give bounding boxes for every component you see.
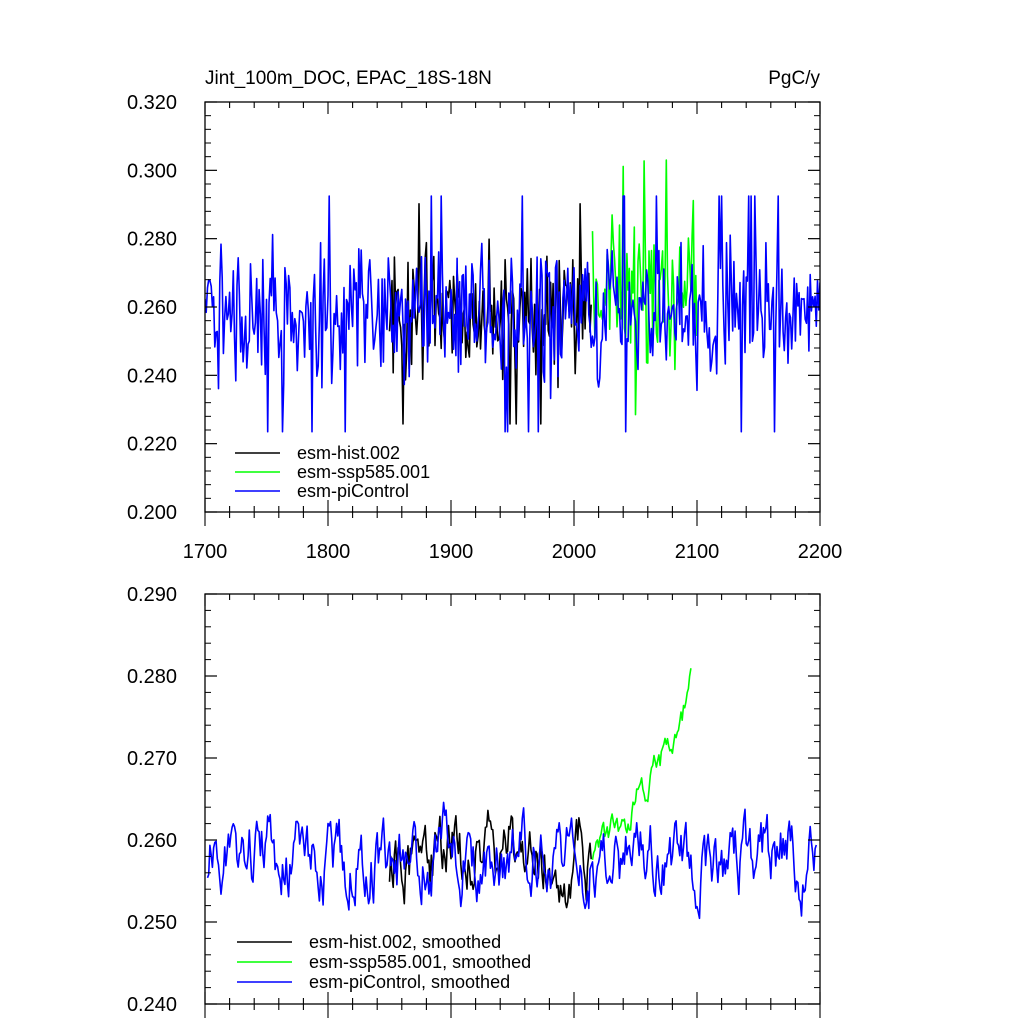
y-tick-label: 0.270 [127, 748, 177, 770]
x-tick-label: 1700 [183, 541, 228, 563]
top-chart-units: PgC/y [768, 68, 820, 89]
series-line-esm-ssp585-001 [591, 159, 698, 416]
x-tick-label: 2000 [552, 541, 597, 563]
legend-label: esm-hist.002 [297, 443, 400, 463]
x-tick-label: 2100 [675, 541, 720, 563]
legend-label: esm-piControl, smoothed [309, 972, 510, 992]
y-tick-label: 0.320 [127, 92, 177, 114]
top-panel: Jint_100m_DOC, EPAC_18S-18N PgC/y 0.2000… [127, 68, 842, 563]
legend-label: esm-ssp585.001, smoothed [309, 952, 531, 972]
y-tick-label: 0.240 [127, 365, 177, 387]
y-tick-label: 0.280 [127, 229, 177, 251]
series-line-esm-hist-002-smoothed [388, 809, 592, 909]
series-line-esm-picontrol [205, 195, 820, 433]
bottom-series-group [206, 668, 818, 920]
y-tick-label: 0.260 [127, 830, 177, 852]
plot-frame [204, 593, 821, 1005]
y-tick-label: 0.220 [127, 434, 177, 456]
legend-label: esm-piControl [297, 481, 409, 501]
y-tick-label: 0.240 [127, 994, 177, 1016]
legend-label: esm-ssp585.001 [297, 462, 430, 482]
top-chart-title: Jint_100m_DOC, EPAC_18S-18N [205, 68, 492, 89]
x-tick-label: 1900 [429, 541, 474, 563]
bottom-panel: 0.240 0.250 0.260 0.270 0.280 0.290 esm-hist.… [127, 584, 821, 1018]
top-series-group [205, 159, 820, 433]
bottom-axes: 0.240 0.250 0.260 0.270 0.280 0.290 [127, 584, 821, 1018]
top-axes: 0.200 0.220 0.240 0.260 0.280 0.300 0.320 1700 1… [127, 92, 842, 563]
y-tick-label: 0.300 [127, 160, 177, 182]
y-tick-label: 0.200 [127, 502, 177, 524]
series-line-esm-picontrol-smoothed [206, 801, 818, 920]
y-tick-label: 0.260 [127, 297, 177, 319]
series-line-esm-ssp585-001-smoothed [591, 668, 692, 861]
x-tick-label: 2200 [798, 541, 843, 563]
legend-label: esm-hist.002, smoothed [309, 932, 501, 952]
x-tick-label: 1800 [306, 541, 351, 563]
y-tick-label: 0.250 [127, 912, 177, 934]
y-tick-label: 0.280 [127, 666, 177, 688]
y-tick-label: 0.290 [127, 584, 177, 606]
